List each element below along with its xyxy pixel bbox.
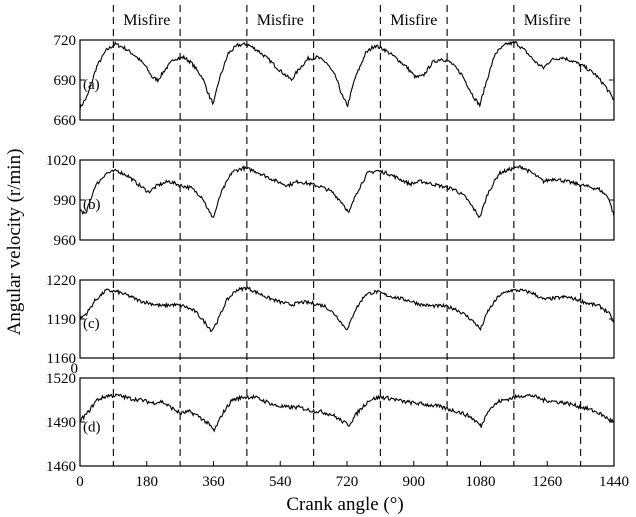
x-tick-label: 180 <box>136 474 159 490</box>
x-tick-label: 540 <box>269 474 292 490</box>
series-line <box>79 286 615 332</box>
x-tick-label: 900 <box>403 474 426 490</box>
y-tick-label: 1490 <box>46 415 76 431</box>
x-axis-label: Crank angle (°) <box>286 494 403 515</box>
y-tick-label: 1190 <box>47 312 76 328</box>
panels: 720 690 660 (a) 1020 990 960 (b) 1220 1190 1160 (c)… <box>46 33 615 475</box>
panel-label: (a) <box>83 77 100 93</box>
panel-frame <box>79 39 615 121</box>
y-axis-label: Angular velocity (r/min) <box>4 149 25 336</box>
panel-a: 720 690 660 (a) <box>54 33 615 129</box>
x-tick-label: 1080 <box>466 474 496 490</box>
misfire-guides: Misfire Misfire Misfire Misfire <box>112 5 582 466</box>
x-tick-label: 1440 <box>599 474 629 490</box>
panel-d: 1520 1490 1460 (d) <box>46 371 615 475</box>
series-line <box>79 40 615 110</box>
panel-label: (d) <box>83 419 101 435</box>
y-tick-label: 720 <box>54 33 77 49</box>
stray-zero-tick-label: 0 <box>71 361 79 377</box>
x-tick-label: 720 <box>336 474 359 490</box>
y-tick-label: 1020 <box>46 153 76 169</box>
panel-b: 1020 990 960 (b) <box>46 153 615 249</box>
panel-frame <box>79 279 615 359</box>
y-tick-label: 690 <box>54 73 77 89</box>
misfire-label: Misfire <box>257 12 304 29</box>
panel-label: (b) <box>83 197 101 213</box>
panel-frame <box>79 377 615 467</box>
misfire-label: Misfire <box>524 12 571 29</box>
misfire-label: Misfire <box>123 12 170 29</box>
misfire-label: Misfire <box>390 12 437 29</box>
series-line <box>79 393 615 433</box>
x-tick-label: 360 <box>202 474 225 490</box>
y-tick-label: 1460 <box>46 459 76 475</box>
series-line <box>79 164 615 219</box>
x-tick-labels: 0 180 360 540 720 900 1080 1260 1440 <box>76 461 629 490</box>
y-tick-label: 660 <box>54 113 77 129</box>
x-tick-label: 0 <box>76 474 84 490</box>
panel-frame <box>79 159 615 241</box>
y-tick-label: 960 <box>54 233 77 249</box>
y-tick-label: 1160 <box>47 351 76 367</box>
x-tick-label: 1260 <box>532 474 562 490</box>
y-tick-label: 990 <box>54 193 77 209</box>
panel-c: 1220 1190 1160 (c) <box>46 273 615 367</box>
panel-label: (c) <box>83 316 100 332</box>
y-tick-label: 1220 <box>46 273 76 289</box>
y-tick-label: 1520 <box>46 371 76 387</box>
